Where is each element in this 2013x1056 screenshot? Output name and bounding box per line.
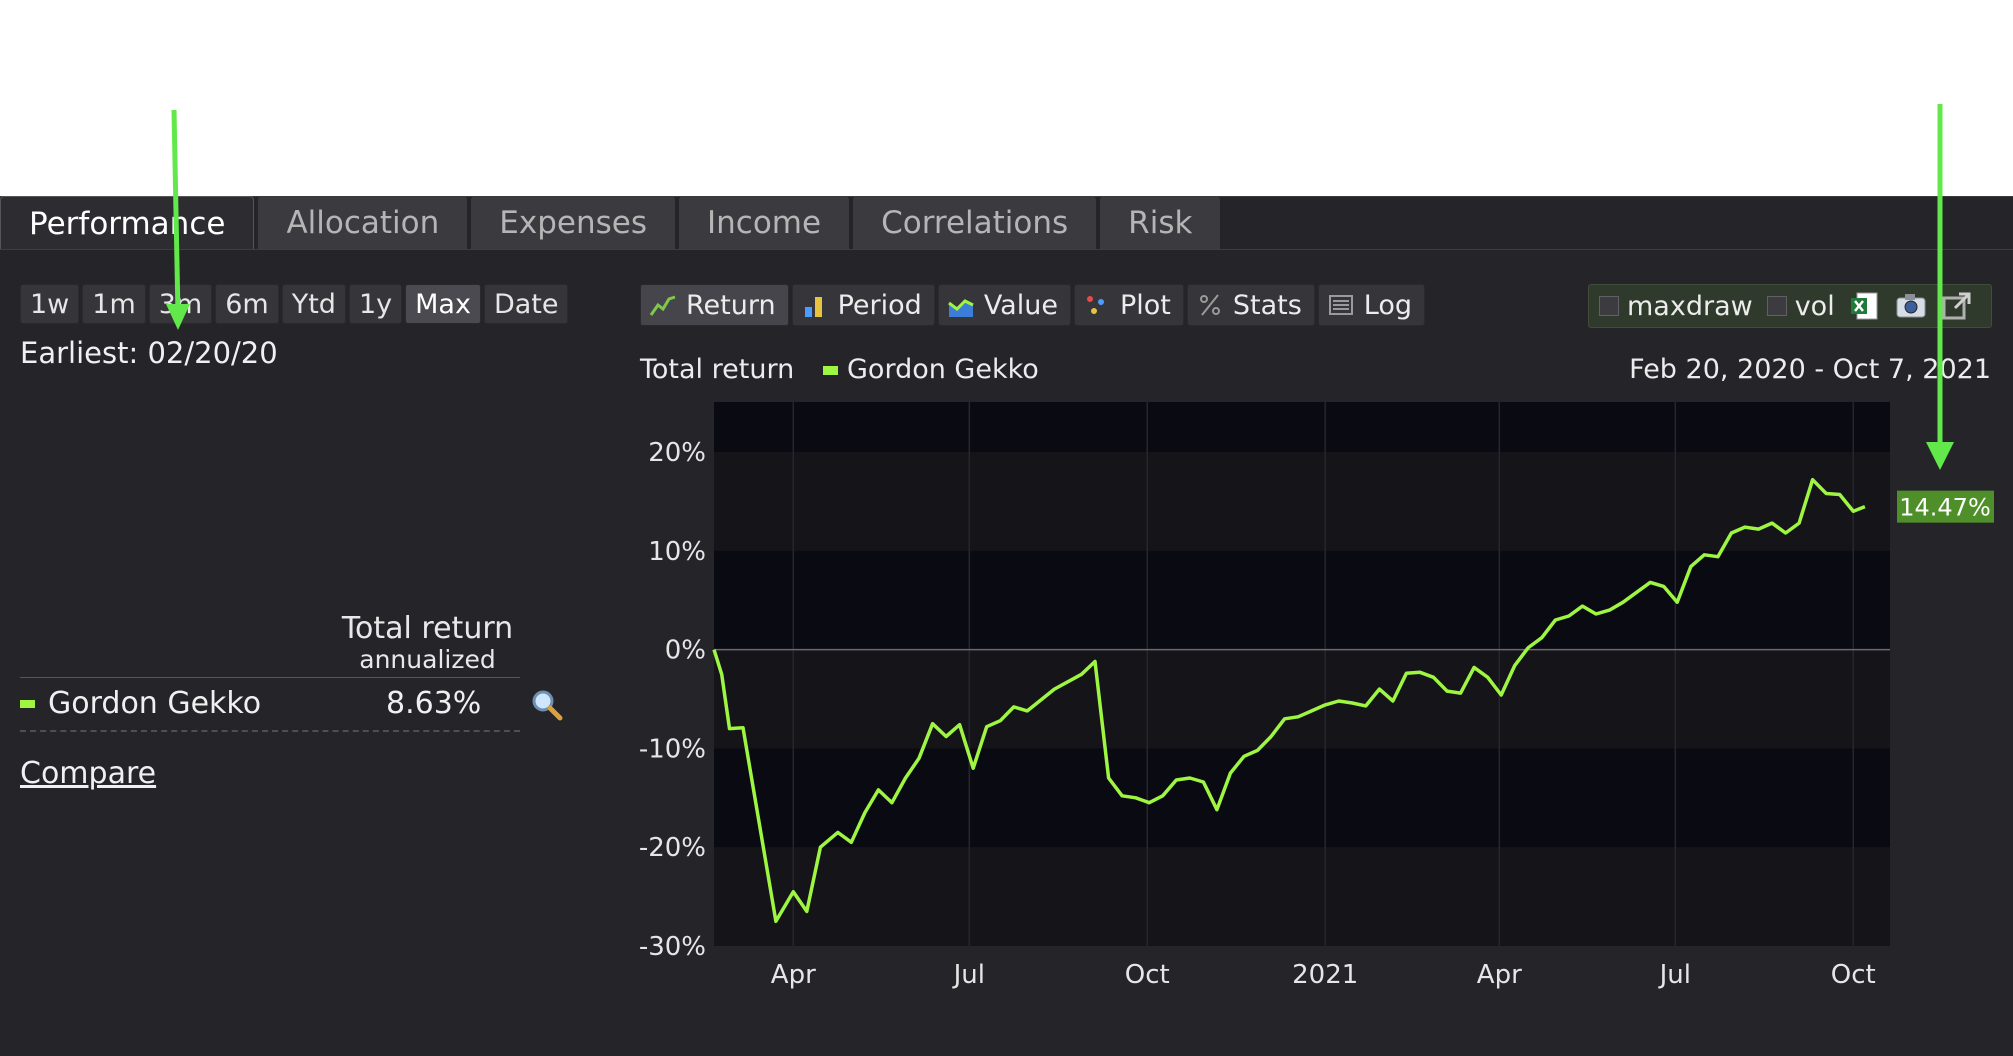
camera-icon[interactable] bbox=[1895, 290, 1927, 322]
legend-swatch bbox=[823, 366, 838, 375]
value-area-icon bbox=[947, 299, 974, 317]
range-date-button[interactable]: Date bbox=[483, 284, 569, 324]
y-tick-label: -30% bbox=[639, 932, 706, 962]
tab-risk[interactable]: Risk bbox=[1100, 196, 1221, 250]
left-annotation-arrow-shaft bbox=[171, 109, 181, 316]
chart-view-selector: Return Period Value Plot Stats Log bbox=[640, 284, 1428, 326]
view-log-label: Log bbox=[1363, 289, 1413, 321]
annotation-arrows bbox=[166, 104, 1954, 470]
view-plot-button[interactable]: Plot bbox=[1073, 284, 1184, 326]
view-stats-label: Stats bbox=[1232, 289, 1302, 321]
chart-gridlines bbox=[714, 402, 1890, 946]
range-max-button[interactable]: Max bbox=[405, 284, 481, 324]
chart-title: Total return bbox=[640, 354, 795, 385]
plot-band bbox=[714, 847, 1890, 946]
series-line bbox=[712, 477, 1866, 924]
vol-label: vol bbox=[1794, 290, 1835, 322]
log-list-icon bbox=[1328, 295, 1353, 315]
tab-divider bbox=[0, 249, 2013, 250]
total-return-header: Total return annualized bbox=[330, 612, 525, 674]
magnifier-icon[interactable] bbox=[530, 688, 564, 722]
x-tick-label: Apr bbox=[771, 960, 816, 990]
series-color-swatch bbox=[20, 700, 35, 708]
x-tick-label: Apr bbox=[1477, 960, 1522, 990]
return-line-icon bbox=[649, 295, 676, 316]
header-divider bbox=[20, 677, 520, 678]
y-tick-label: 0% bbox=[665, 636, 706, 666]
tab-expenses[interactable]: Expenses bbox=[471, 196, 675, 250]
series-gordon-gekko bbox=[712, 477, 1866, 924]
total-return-title: Total return bbox=[341, 611, 514, 646]
view-stats-button[interactable]: Stats bbox=[1186, 284, 1315, 326]
x-tick-label: 2021 bbox=[1292, 960, 1358, 990]
tab-allocation[interactable]: Allocation bbox=[258, 196, 468, 250]
row-divider bbox=[20, 730, 520, 732]
chart-options: maxdraw vol bbox=[1588, 284, 1992, 328]
end-label-text: 14.47% bbox=[1899, 494, 1991, 522]
view-plot-label: Plot bbox=[1119, 289, 1171, 321]
legend-label: Gordon Gekko bbox=[847, 354, 1039, 385]
range-6m-button[interactable]: 6m bbox=[215, 284, 279, 324]
view-period-label: Period bbox=[837, 289, 922, 321]
view-log-button[interactable]: Log bbox=[1317, 284, 1426, 326]
excel-export-icon[interactable] bbox=[1849, 290, 1881, 322]
tab-correlations[interactable]: Correlations bbox=[853, 196, 1097, 250]
end-label-box bbox=[1897, 490, 1994, 523]
left-annotation-arrow-head bbox=[166, 304, 190, 330]
view-value-button[interactable]: Value bbox=[937, 284, 1071, 326]
range-1y-button[interactable]: 1y bbox=[348, 284, 403, 324]
end-value-label: 14.47% bbox=[1897, 490, 1994, 523]
y-tick-label: 20% bbox=[648, 438, 706, 468]
plot-band bbox=[714, 649, 1890, 749]
maxdraw-checkbox[interactable] bbox=[1599, 296, 1619, 316]
range-ytd-button[interactable]: Ytd bbox=[281, 284, 346, 324]
range-1m-button[interactable]: 1m bbox=[82, 284, 146, 324]
maxdraw-label: maxdraw bbox=[1627, 290, 1753, 322]
total-return-subtitle: annualized bbox=[359, 645, 496, 674]
x-axis-ticks: Apr Jul Oct 2021 Apr Jul Oct bbox=[771, 960, 1876, 990]
tab-bar: Performance Allocation Expenses Income C… bbox=[0, 196, 1224, 250]
right-annotation-arrow-head bbox=[1926, 442, 1954, 470]
compare-link[interactable]: Compare bbox=[20, 756, 157, 791]
period-bar-icon bbox=[804, 297, 822, 317]
tab-performance[interactable]: Performance bbox=[0, 196, 255, 250]
view-value-label: Value bbox=[983, 289, 1058, 321]
stats-percent-icon bbox=[1199, 294, 1220, 316]
chart-plot-area bbox=[714, 402, 1890, 946]
vol-checkbox[interactable] bbox=[1766, 296, 1787, 316]
y-tick-label: -20% bbox=[639, 833, 706, 863]
x-tick-label: Oct bbox=[1831, 960, 1876, 990]
plot-dots-icon bbox=[1086, 296, 1104, 314]
plot-band bbox=[714, 452, 1890, 551]
range-selector: 1w 1m 3m 6m Ytd 1y Max Date bbox=[20, 284, 571, 324]
tab-income[interactable]: Income bbox=[679, 196, 850, 250]
y-tick-label: -10% bbox=[639, 734, 706, 764]
x-tick-label: Jul bbox=[952, 960, 985, 990]
popout-icon[interactable] bbox=[1941, 290, 1973, 322]
view-period-button[interactable]: Period bbox=[791, 284, 935, 326]
series-name: Gordon Gekko bbox=[48, 686, 262, 721]
chart-date-range: Feb 20, 2020 - Oct 7, 2021 bbox=[1629, 354, 1991, 385]
x-tick-label: Oct bbox=[1125, 960, 1170, 990]
x-tick-label: Jul bbox=[1658, 960, 1691, 990]
y-axis-ticks: 20% 10% 0% -10% -20% -30% bbox=[639, 438, 706, 962]
view-return-label: Return bbox=[686, 289, 776, 321]
annualized-return-value: 8.63% bbox=[386, 686, 482, 721]
range-1w-button[interactable]: 1w bbox=[20, 284, 80, 324]
view-return-button[interactable]: Return bbox=[640, 284, 789, 326]
earliest-date: Earliest: 02/20/20 bbox=[20, 336, 278, 370]
y-tick-label: 10% bbox=[648, 537, 706, 567]
